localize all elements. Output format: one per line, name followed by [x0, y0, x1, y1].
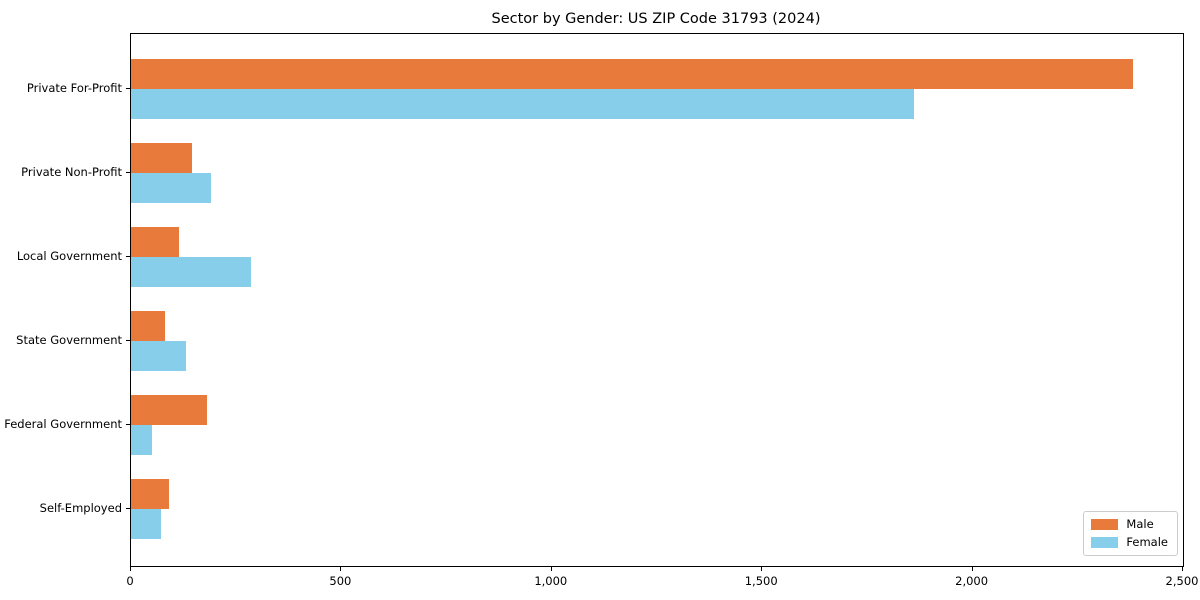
legend-entry-female: Female	[1091, 536, 1168, 549]
x-tick-1,000	[550, 567, 552, 571]
bar-female-local-government	[131, 257, 251, 287]
x-tick-label-1,000: 1,000	[534, 574, 568, 588]
bar-female-federal-government	[131, 425, 152, 455]
y-tick-private-non-profit	[126, 172, 130, 173]
y-label-private-for-profit: Private For-Profit	[26, 81, 122, 95]
legend-entry-male: Male	[1091, 518, 1168, 531]
legend-swatch-male	[1091, 519, 1119, 530]
x-tick-500	[340, 567, 342, 571]
legend-label-female: Female	[1126, 535, 1168, 549]
bar-male-state-government	[131, 311, 165, 341]
y-label-private-non-profit: Private Non-Profit	[21, 165, 122, 179]
chart-title: Sector by Gender: US ZIP Code 31793 (202…	[491, 11, 821, 27]
y-tick-local-government	[126, 256, 130, 257]
y-label-self-employed: Self-Employed	[39, 501, 122, 515]
y-label-local-government: Local Government	[16, 249, 122, 263]
bar-male-private-non-profit	[131, 143, 192, 173]
bar-male-private-for-profit	[131, 59, 1133, 89]
x-tick-label-1,500: 1,500	[744, 574, 778, 588]
bar-female-state-government	[131, 341, 186, 371]
y-tick-private-for-profit	[126, 88, 130, 89]
bar-female-private-non-profit	[131, 173, 211, 203]
y-tick-self-employed	[126, 508, 130, 509]
y-tick-state-government	[126, 340, 130, 341]
bar-male-federal-government	[131, 395, 207, 425]
x-tick-label-2,000: 2,000	[955, 574, 989, 588]
x-tick-label-2,500: 2,500	[1165, 574, 1199, 588]
bar-male-local-government	[131, 227, 180, 257]
x-tick-2,500	[1182, 567, 1183, 571]
plot-area: Male Female	[130, 33, 1184, 567]
x-tick-2,000	[971, 567, 973, 571]
legend-label-male: Male	[1126, 517, 1154, 531]
legend-swatch-female	[1091, 537, 1119, 548]
bar-female-self-employed	[131, 509, 161, 539]
y-label-state-government: State Government	[16, 333, 122, 347]
y-tick-federal-government	[126, 424, 130, 425]
y-label-federal-government: Federal Government	[4, 417, 122, 431]
bar-male-self-employed	[131, 479, 169, 509]
x-tick-label-0: 0	[126, 574, 134, 588]
x-tick-1,500	[761, 567, 763, 571]
legend: Male Female	[1083, 511, 1178, 556]
x-tick-0	[130, 567, 131, 571]
bar-female-private-for-profit	[131, 89, 914, 119]
x-tick-label-500: 500	[329, 574, 352, 588]
